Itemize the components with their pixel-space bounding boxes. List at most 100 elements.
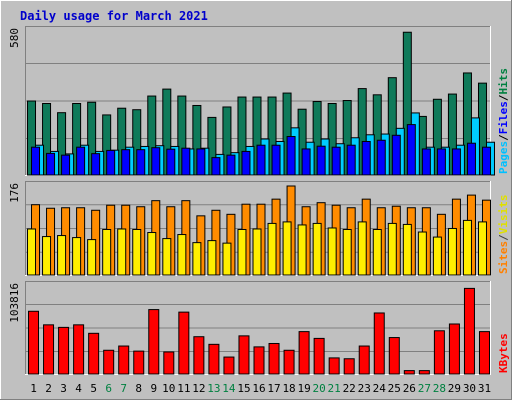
bar-sites-visits bbox=[87, 239, 97, 276]
bar-kbytes-kbytes bbox=[73, 324, 85, 375]
bar-sites-visits bbox=[327, 227, 337, 276]
bar-sites-visits bbox=[447, 227, 457, 276]
x-tick-label: 24 bbox=[373, 382, 387, 395]
bar-kbytes-kbytes bbox=[268, 342, 280, 375]
x-tick-label: 21 bbox=[328, 382, 341, 395]
x-tick-label: 9 bbox=[150, 382, 157, 395]
legend-entry: Sites bbox=[497, 241, 510, 274]
x-tick-label: 12 bbox=[192, 382, 205, 395]
x-tick-label: 1 bbox=[30, 382, 37, 395]
bar-hits-files bbox=[406, 124, 416, 176]
bar-hits-files bbox=[481, 146, 491, 176]
bar-sites-visits bbox=[477, 221, 487, 276]
bar-sites-visits bbox=[342, 228, 352, 276]
bar-kbytes-kbytes bbox=[133, 350, 145, 375]
legend-separator: / bbox=[497, 94, 510, 101]
bar-sites-visits bbox=[252, 228, 262, 276]
bar-hits-files bbox=[121, 149, 131, 176]
bar-sites-visits bbox=[237, 228, 247, 276]
bar-kbytes-kbytes bbox=[193, 336, 205, 375]
bar-kbytes-kbytes bbox=[58, 326, 70, 375]
bar-hits-files bbox=[211, 157, 221, 176]
bar-sites-visits bbox=[147, 232, 157, 276]
bar-hits-files bbox=[361, 140, 371, 176]
x-tick-label: 20 bbox=[313, 382, 326, 395]
bar-hits-files bbox=[181, 147, 191, 176]
bar-kbytes-kbytes bbox=[463, 287, 475, 375]
legend-entry: Hits bbox=[497, 68, 510, 95]
bar-kbytes-kbytes bbox=[253, 346, 265, 375]
bar-kbytes-kbytes bbox=[223, 356, 235, 375]
bar-kbytes-kbytes bbox=[373, 312, 385, 375]
x-tick-label: 18 bbox=[282, 382, 295, 395]
bar-sites-visits bbox=[312, 222, 322, 276]
x-tick-label: 16 bbox=[252, 382, 265, 395]
bar-kbytes-kbytes bbox=[238, 335, 250, 375]
bar-sites-visits bbox=[357, 221, 367, 276]
bar-hits-files bbox=[46, 152, 56, 176]
x-tick-label: 31 bbox=[478, 382, 491, 395]
bar-sites-visits bbox=[417, 231, 427, 276]
bar-sites-visits bbox=[282, 221, 292, 276]
bar-hits-files bbox=[271, 144, 281, 176]
bar-sites-visits bbox=[387, 222, 397, 276]
x-tick-label: 28 bbox=[433, 382, 446, 395]
bar-sites-visits bbox=[27, 228, 37, 276]
bar-hits-files bbox=[91, 153, 101, 176]
panel-sites-legend: Sites/Visits bbox=[497, 195, 510, 275]
x-tick-label: 22 bbox=[343, 382, 356, 395]
x-tick-label: 3 bbox=[60, 382, 67, 395]
bar-kbytes-kbytes bbox=[283, 349, 295, 375]
bar-kbytes-kbytes bbox=[448, 323, 460, 375]
bar-kbytes-kbytes bbox=[433, 330, 445, 375]
legend-entry: / bbox=[497, 234, 510, 241]
x-tick-label: 8 bbox=[135, 382, 142, 395]
bar-hits-files bbox=[106, 149, 116, 176]
bar-sites-visits bbox=[102, 228, 112, 276]
panel-kbytes-max-label: 103816 bbox=[8, 283, 21, 323]
bar-sites-visits bbox=[192, 242, 202, 276]
panel-hits-legend: Pages/Files/Hits bbox=[497, 68, 510, 174]
x-tick-label: 13 bbox=[207, 382, 220, 395]
bar-kbytes-kbytes bbox=[328, 357, 340, 375]
bar-kbytes-kbytes bbox=[343, 358, 355, 375]
bar-kbytes-kbytes bbox=[208, 343, 220, 375]
bar-hits-files bbox=[301, 148, 311, 176]
bar-hits-files bbox=[451, 148, 461, 176]
bar-kbytes-kbytes bbox=[118, 345, 130, 375]
bar-kbytes-kbytes bbox=[478, 331, 490, 375]
bar-hits-files bbox=[286, 136, 296, 176]
bar-sites-visits bbox=[162, 238, 172, 276]
bar-sites-visits bbox=[132, 228, 142, 276]
bar-sites-visits bbox=[117, 228, 127, 276]
legend-entry: Visits bbox=[497, 195, 510, 235]
panel-hits-max-label: 580 bbox=[8, 28, 21, 48]
bar-hits-files bbox=[436, 148, 446, 176]
x-tick-label: 5 bbox=[90, 382, 97, 395]
bar-hits-files bbox=[241, 150, 251, 176]
x-tick-label: 27 bbox=[418, 382, 431, 395]
bar-kbytes-kbytes bbox=[163, 351, 175, 375]
bar-sites-visits bbox=[57, 235, 67, 276]
bar-kbytes-kbytes bbox=[388, 337, 400, 375]
bar-sites-visits bbox=[402, 223, 412, 276]
x-tick-label: 4 bbox=[75, 382, 82, 395]
x-tick-label: 6 bbox=[105, 382, 112, 395]
bar-kbytes-kbytes bbox=[403, 370, 415, 375]
x-tick-label: 10 bbox=[162, 382, 175, 395]
bar-hits-files bbox=[151, 147, 161, 176]
bar-hits-files bbox=[76, 146, 86, 176]
bar-sites-visits bbox=[267, 222, 277, 276]
bar-hits-files bbox=[376, 139, 386, 176]
bar-hits-files bbox=[61, 154, 71, 176]
bar-hits-files bbox=[331, 146, 341, 176]
bar-hits-files bbox=[31, 146, 41, 176]
bar-kbytes-kbytes bbox=[88, 332, 100, 375]
bar-sites-visits bbox=[462, 219, 472, 276]
bar-hits-files bbox=[421, 148, 431, 176]
x-tick-label: 29 bbox=[448, 382, 461, 395]
bar-sites-visits bbox=[207, 240, 217, 276]
bar-kbytes-kbytes bbox=[148, 309, 160, 375]
panel-kbytes-legend: KBytes bbox=[497, 333, 510, 373]
